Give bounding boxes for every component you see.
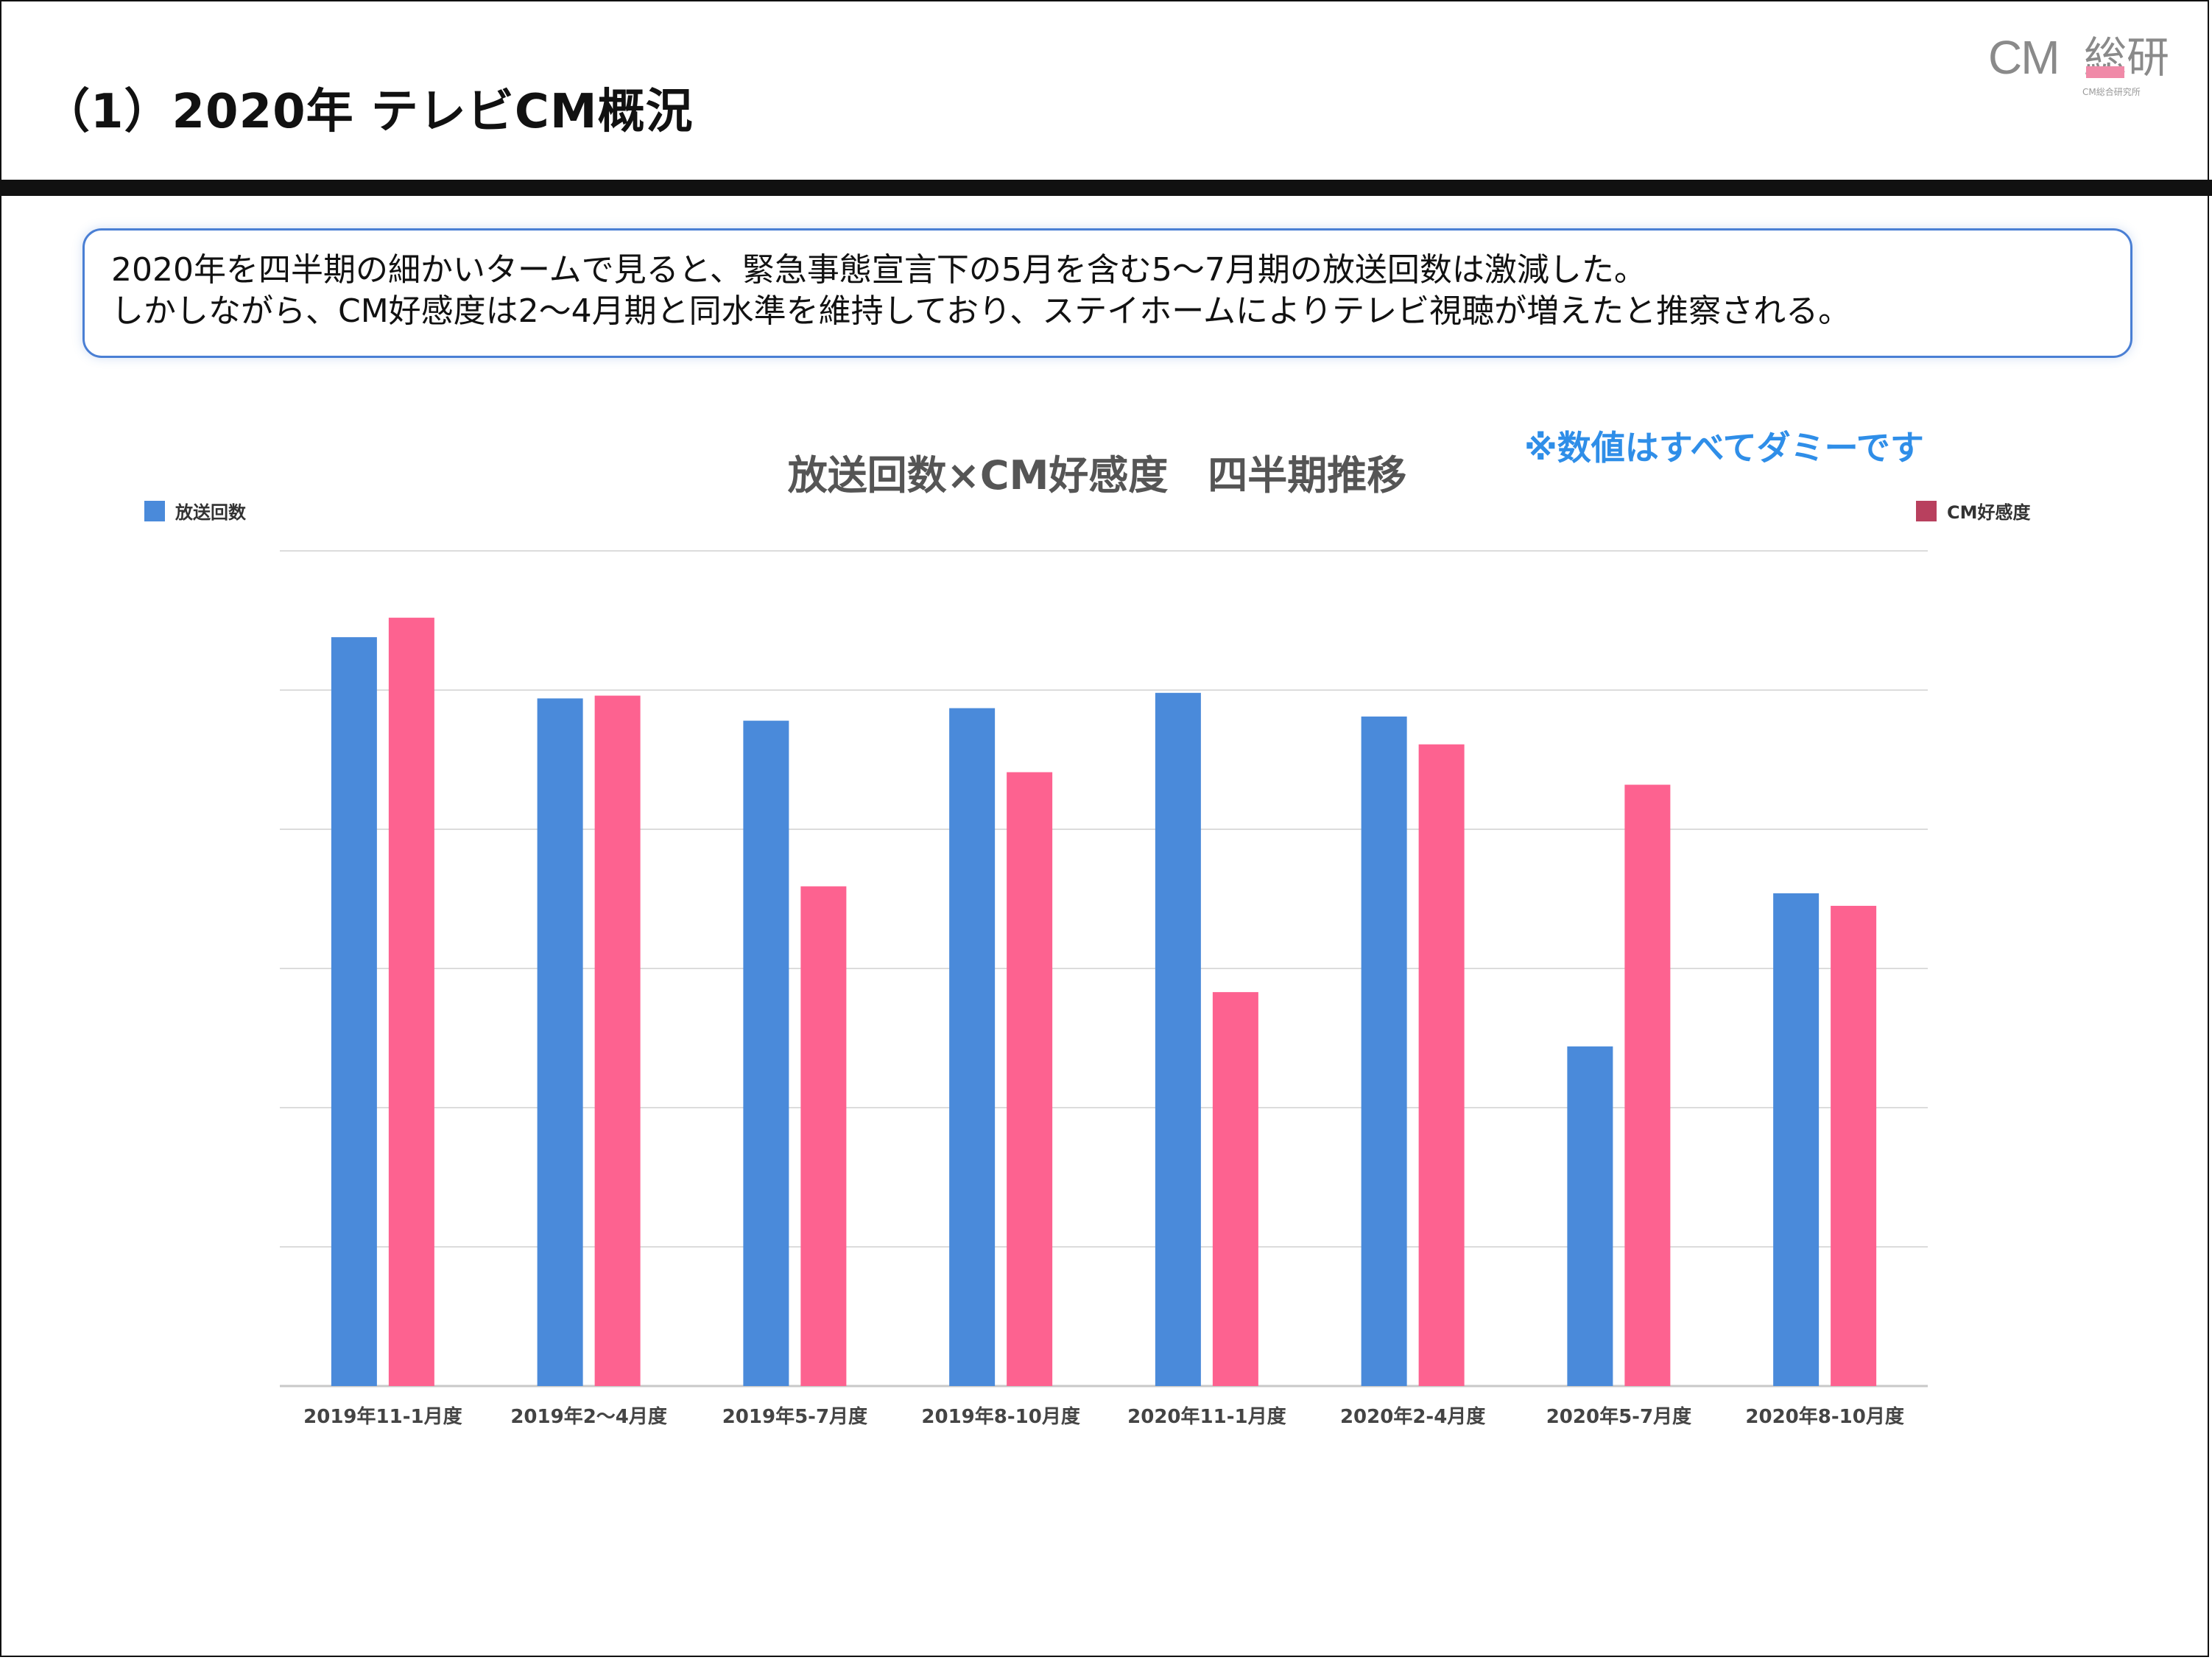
bar-cm-favorability (388, 617, 434, 1386)
bar-cm-favorability (1418, 744, 1465, 1386)
logo-kanji-text: 総研 (2084, 32, 2170, 82)
title-divider (0, 180, 2212, 196)
bar-broadcast-count (1773, 893, 1820, 1386)
x-tick-label: 2019年5-7月度 (722, 1405, 867, 1428)
x-tick-label: 2020年8-10月度 (1745, 1405, 1903, 1428)
bar-broadcast-count (1155, 692, 1201, 1386)
legend-right: CM好感度 (1916, 498, 2031, 524)
bars (331, 617, 1877, 1386)
bar-cm-favorability (1212, 992, 1258, 1386)
bar-broadcast-count (331, 637, 377, 1386)
legend-left: 放送回数 (144, 498, 246, 524)
x-tick-label: 2020年11-1月度 (1127, 1405, 1286, 1428)
logo-subtext: CM総合研究所 (2082, 87, 2141, 97)
legend-label-favorability: CM好感度 (1947, 502, 2031, 523)
x-tick-label: 2019年8-10月度 (921, 1405, 1079, 1428)
logo-accent-bar (2086, 66, 2124, 78)
page-title: （1）2020年 テレビCM概況 (43, 85, 694, 139)
bar-cm-favorability (800, 886, 847, 1386)
x-tick-label: 2019年11-1月度 (303, 1405, 462, 1428)
bar-cm-favorability (1624, 784, 1671, 1386)
bar-broadcast-count (1567, 1046, 1613, 1386)
x-tick-labels: 2019年11-1月度 2019年2〜4月度 2019年5-7月度 2019年8-10… (303, 1405, 1904, 1428)
bar-chart: 放送回数×CM好感度 四半期推移 2019年11-1月度 2019年2〜4月度 20… (280, 452, 1928, 1428)
brand-logo: CM 総研 CM総合研究所 (1988, 28, 2180, 97)
x-tick-label: 2020年5-7月度 (1546, 1405, 1691, 1428)
logo-cm-text: CM (1988, 31, 2060, 84)
x-tick-label: 2020年2-4月度 (1340, 1405, 1485, 1428)
legend-swatch-broadcast (144, 500, 165, 521)
bar-cm-favorability (1831, 905, 1877, 1386)
summary-line-1: 2020年を四半期の細かいタームで見ると、緊急事態宣言下の5月を含む5〜7月期の… (111, 251, 1646, 289)
chart-title: 放送回数×CM好感度 四半期推移 (788, 452, 1407, 499)
bar-broadcast-count (1361, 716, 1407, 1386)
bar-broadcast-count (949, 708, 996, 1386)
x-tick-label: 2019年2〜4月度 (510, 1405, 667, 1428)
legend-label-broadcast: 放送回数 (175, 502, 246, 523)
bar-broadcast-count (537, 698, 583, 1386)
bar-broadcast-count (743, 720, 789, 1386)
gridlines (280, 550, 1928, 1388)
summary-line-2: しかしながら、CM好感度は2〜4月期と同水準を維持しており、ステイホームによりテ… (111, 292, 1851, 330)
legend-swatch-favorability (1916, 500, 1937, 521)
bar-cm-favorability (594, 695, 641, 1386)
summary-box: 2020年を四半期の細かいタームで見ると、緊急事態宣言下の5月を含む5〜7月期の… (82, 228, 2132, 358)
bar-cm-favorability (1007, 772, 1053, 1386)
dummy-data-note: ※数値はすべてダミーです (1524, 428, 1924, 468)
